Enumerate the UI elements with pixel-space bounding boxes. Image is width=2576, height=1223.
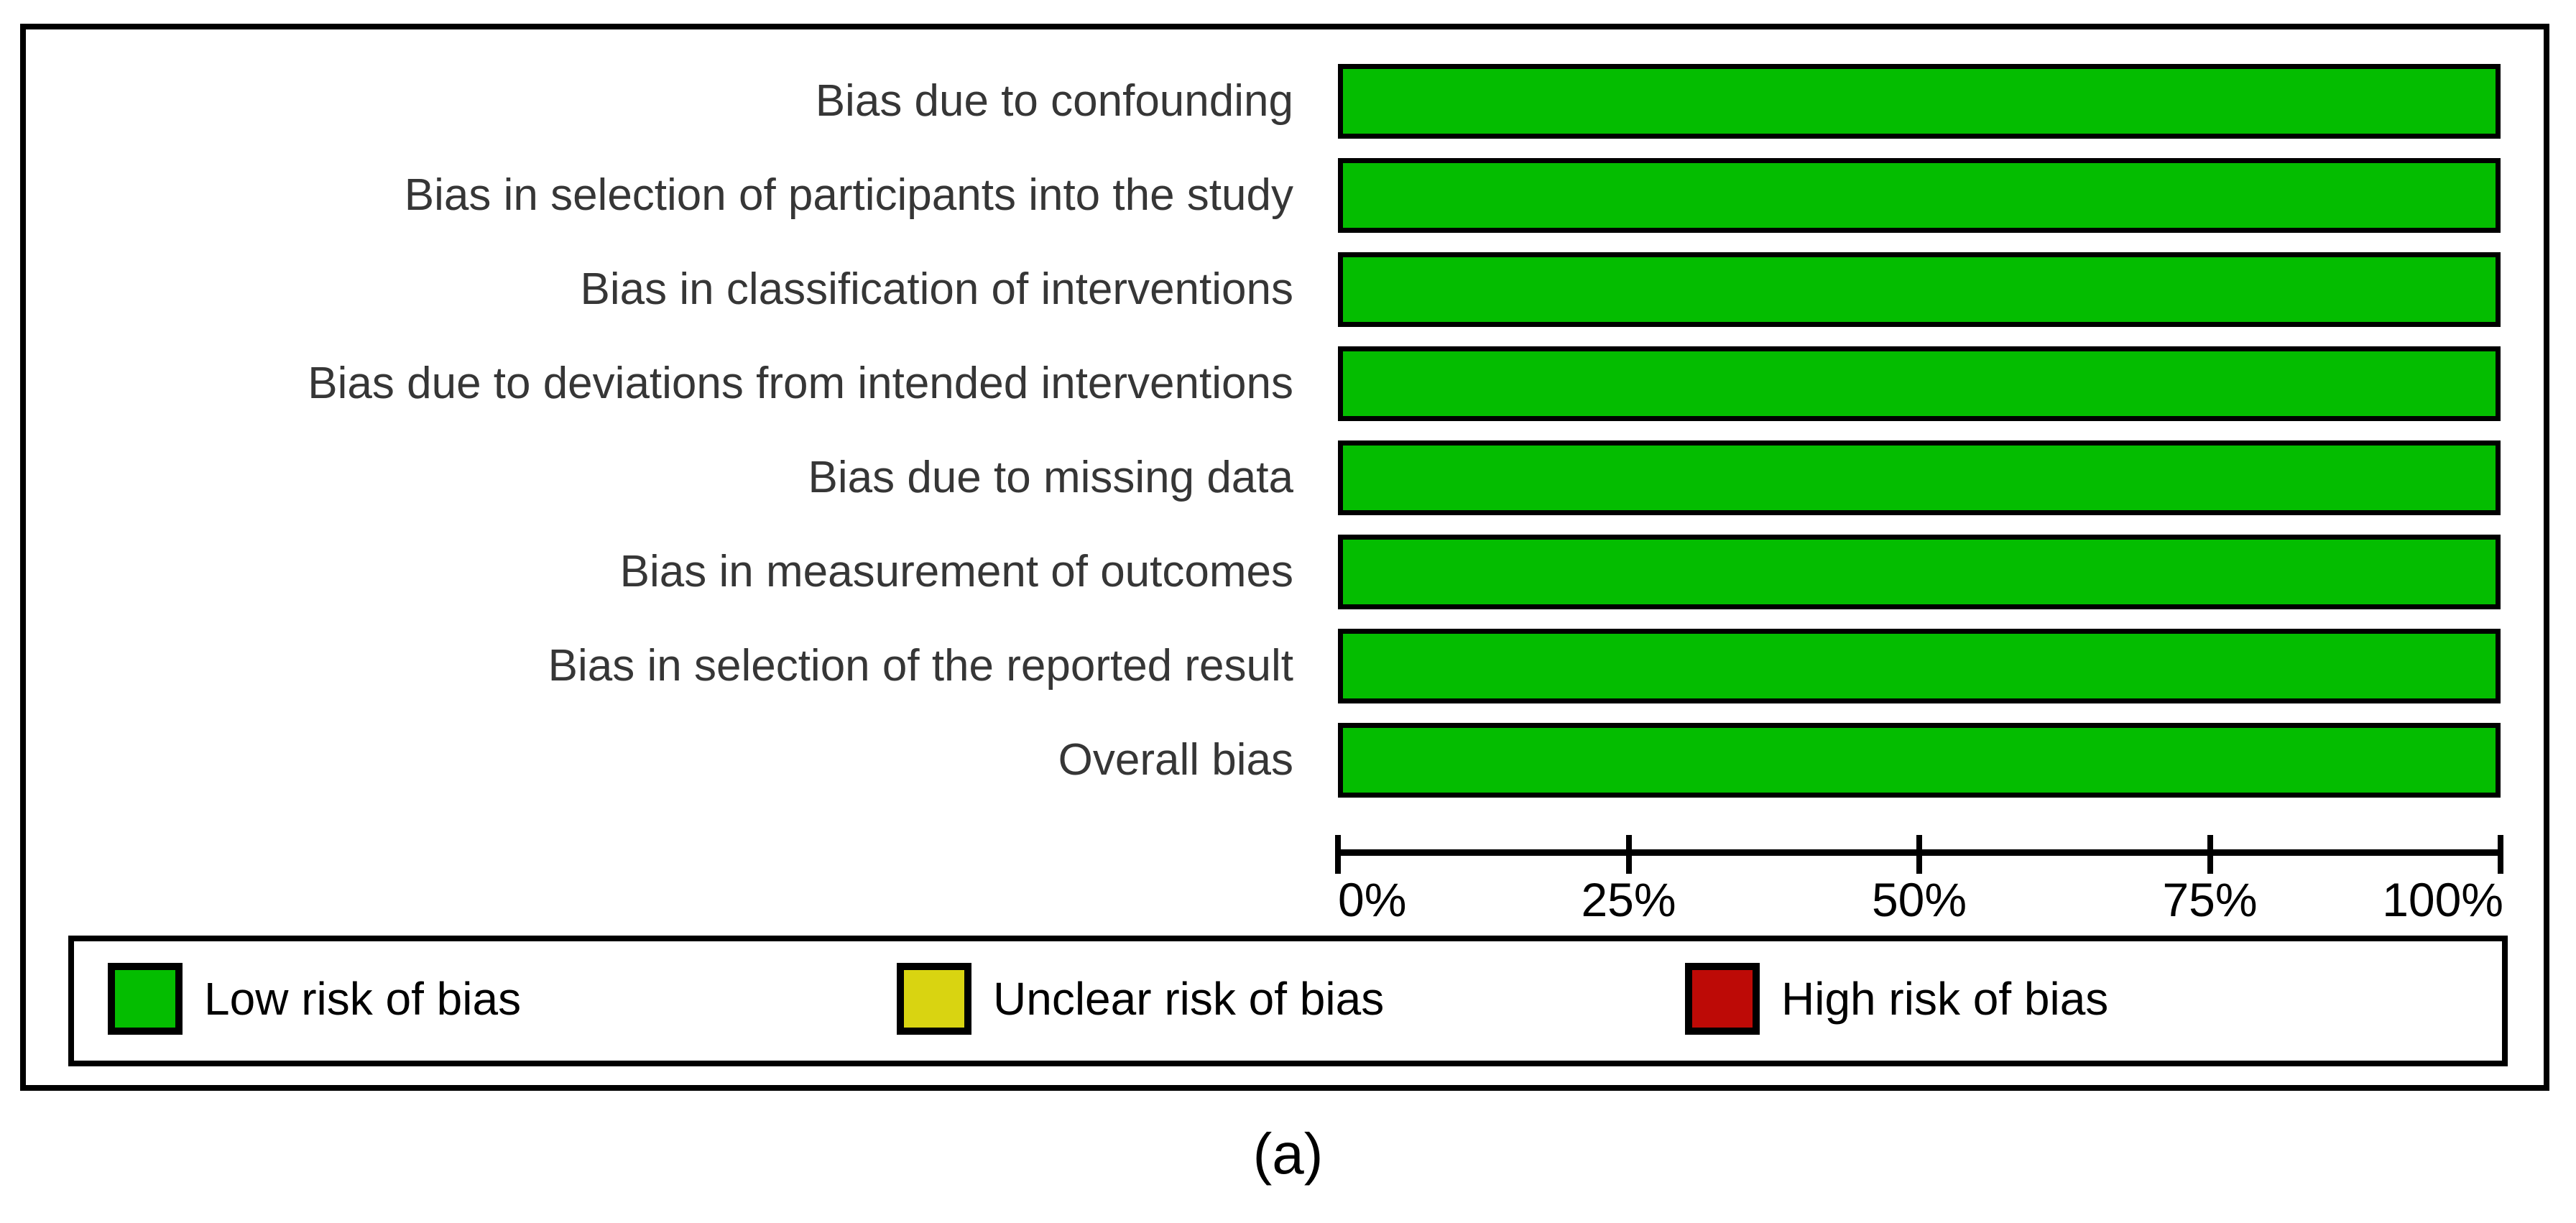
legend-swatch-high-risk xyxy=(1685,963,1760,1035)
category-label: Bias in selection of the reported result xyxy=(548,641,1293,691)
bar-segment xyxy=(1343,446,2496,510)
bar-segment xyxy=(1343,257,2496,322)
legend-swatch-low-risk xyxy=(108,963,183,1035)
x-axis-tick-label: 0% xyxy=(1338,873,1407,926)
category-label: Bias due to confounding xyxy=(815,76,1293,126)
category-label: Bias in selection of participants into t… xyxy=(404,170,1293,220)
legend-box xyxy=(68,936,2508,1066)
bar-segment xyxy=(1343,634,2496,698)
x-axis-tick xyxy=(1335,835,1341,874)
x-axis-tick-label: 100% xyxy=(2382,873,2503,926)
bar-segment xyxy=(1343,69,2496,134)
risk-bar xyxy=(1338,346,2501,421)
bar-segment xyxy=(1343,163,2496,228)
x-axis-tick xyxy=(2498,835,2503,874)
category-label: Bias due to deviations from intended int… xyxy=(308,359,1293,408)
risk-bar xyxy=(1338,64,2501,139)
category-label: Bias in measurement of outcomes xyxy=(619,547,1293,596)
risk-bar xyxy=(1338,252,2501,327)
bar-segment xyxy=(1343,728,2496,793)
risk-bar xyxy=(1338,629,2501,703)
bar-segment xyxy=(1343,540,2496,604)
legend-label: Unclear risk of bias xyxy=(993,973,1385,1025)
x-axis-tick-label: 75% xyxy=(2162,873,2258,926)
category-label: Overall bias xyxy=(1058,735,1293,785)
category-label: Bias in classification of interventions xyxy=(580,264,1293,314)
risk-bar xyxy=(1338,440,2501,515)
risk-bar xyxy=(1338,158,2501,233)
legend-label: High risk of bias xyxy=(1781,973,2109,1025)
bar-segment xyxy=(1343,351,2496,416)
risk-bar xyxy=(1338,535,2501,609)
category-label: Bias due to missing data xyxy=(808,453,1294,502)
x-axis-tick xyxy=(1625,835,1632,874)
legend-label: Low risk of bias xyxy=(204,973,522,1025)
legend-swatch-unclear-risk xyxy=(897,963,971,1035)
risk-bar xyxy=(1338,723,2501,798)
x-axis-tick xyxy=(1916,835,1922,874)
x-axis-tick-label: 50% xyxy=(1871,873,1967,926)
x-axis-tick xyxy=(2207,835,2213,874)
x-axis-tick-label: 25% xyxy=(1581,873,1676,926)
figure-caption: (a) xyxy=(1252,1122,1324,1186)
